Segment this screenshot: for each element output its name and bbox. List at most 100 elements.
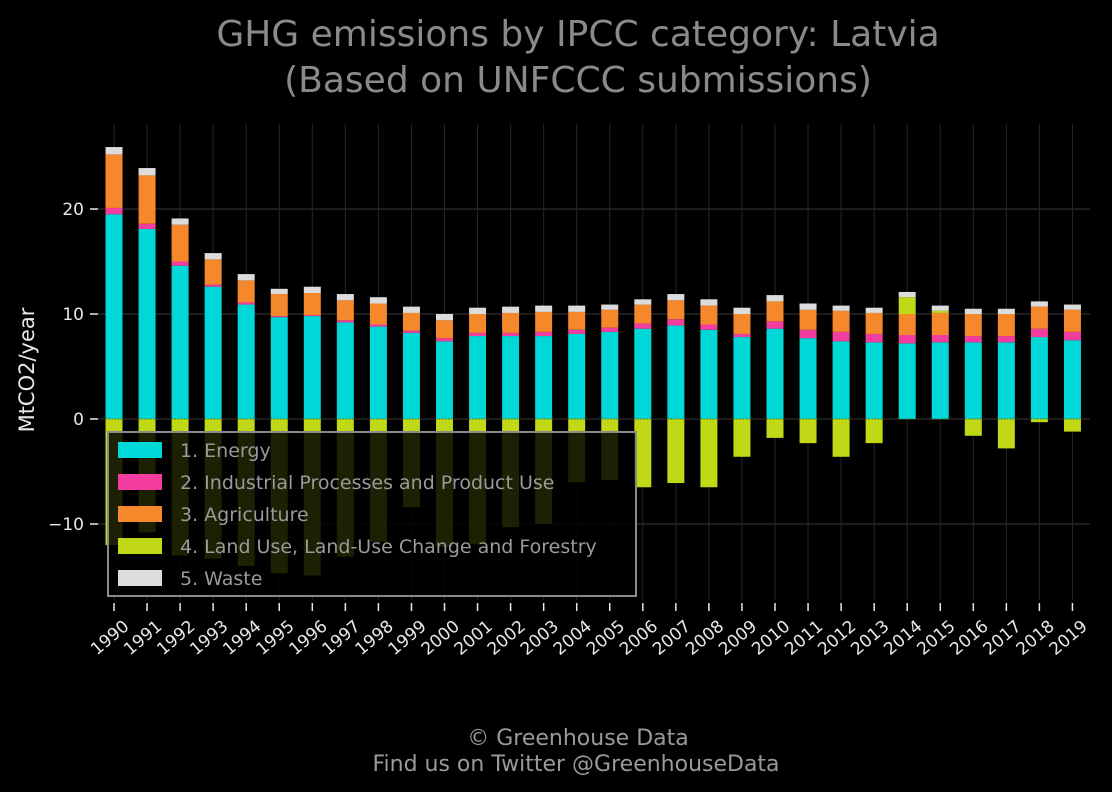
bar-segment [964, 336, 982, 343]
bar-segment [634, 419, 652, 488]
bar-segment [535, 331, 553, 337]
bar-segment [601, 304, 619, 310]
bar-segment [502, 312, 520, 333]
bar-segment [535, 336, 553, 419]
bar-segment [799, 303, 817, 310]
bar-segment [634, 299, 652, 305]
bar-segment [931, 305, 949, 311]
bar-segment [634, 304, 652, 324]
bar-segment [964, 308, 982, 314]
bar-segment [634, 323, 652, 329]
bar-segment [766, 419, 784, 438]
bar-segment [270, 317, 288, 419]
legend-label: 3. Agriculture [180, 504, 309, 526]
bar-segment [138, 228, 156, 419]
bar-segment [204, 286, 222, 419]
bar-segment [1063, 304, 1081, 310]
legend-swatch [118, 570, 162, 586]
y-tick-label: 10 [62, 305, 84, 325]
bar-segment [502, 306, 520, 313]
bar-segment [733, 314, 751, 334]
chart-title-line-2: (Based on UNFCCC submissions) [284, 60, 872, 101]
bar-segment [667, 325, 685, 419]
legend-label: 2. Industrial Processes and Product Use [180, 472, 554, 494]
bar-segment [1030, 337, 1048, 419]
y-axis: 20 10 0 −​10 [48, 200, 98, 535]
bar-segment [270, 288, 288, 295]
bar-segment [469, 336, 487, 419]
bar-segment [898, 297, 916, 314]
bar-segment [436, 314, 453, 321]
bar-segment [138, 175, 156, 224]
bar-segment [601, 327, 619, 332]
bar-segment [568, 305, 586, 312]
bar-segment [270, 316, 288, 318]
bar-segment [898, 314, 916, 335]
bar-segment [832, 331, 850, 342]
bar-segment [667, 419, 685, 484]
bar-segment [1030, 328, 1048, 338]
legend-box [107, 431, 637, 597]
bar-segment [469, 332, 487, 337]
bar-segment [369, 324, 387, 327]
bar-segment [336, 300, 354, 321]
bar-segment [931, 312, 949, 335]
y-tick-label: −​10 [48, 515, 84, 535]
bar-segment [700, 305, 718, 325]
bar-segment [270, 294, 288, 317]
credit-line-1: © Greenhouse Data [467, 726, 688, 751]
bar-segment [799, 329, 817, 339]
legend-label: 5. Waste [180, 568, 262, 590]
bar-segment [336, 320, 354, 323]
bar-segment [402, 330, 420, 333]
bar-segment [237, 302, 255, 305]
bar-segment [865, 333, 883, 343]
bar-segment [766, 328, 784, 419]
bar-segment [997, 419, 1015, 449]
bar-segment [502, 336, 520, 419]
bar-segment [568, 311, 586, 330]
bar-segment [865, 307, 883, 313]
bar-segment [997, 336, 1015, 343]
x-tick-label: 2019 [1046, 617, 1092, 660]
bar-segment [369, 303, 387, 325]
bar-segment [369, 326, 387, 419]
bar-segment [667, 294, 685, 301]
bar-segment [1030, 419, 1048, 423]
bar-segment [1063, 309, 1081, 332]
bar-segment [402, 332, 420, 419]
legend-swatch [118, 442, 162, 458]
bar-segment [832, 419, 850, 457]
bar-segment [964, 342, 982, 419]
bar-segment [204, 259, 222, 285]
y-tick-label: 0 [73, 410, 84, 430]
bar-segment [1030, 306, 1048, 329]
bar-segment [568, 333, 586, 419]
bar-segment [799, 419, 817, 444]
bar-segment [997, 342, 1015, 419]
bar-segment [436, 338, 453, 342]
bar-segment [700, 324, 718, 330]
bar-segment [601, 331, 619, 419]
bar-segment [832, 341, 850, 419]
legend-swatch [118, 474, 162, 490]
bar-segment [204, 253, 222, 260]
bar-segment [700, 419, 718, 488]
chart-title-line-1: GHG emissions by IPCC category: Latvia [216, 14, 939, 55]
bar-segment [171, 224, 189, 262]
bar-segment [535, 311, 553, 332]
bar-segment [336, 294, 354, 301]
bar-segment [138, 223, 156, 229]
bar-segment [171, 261, 189, 266]
bar-segment [964, 314, 982, 337]
bar-segment [799, 338, 817, 419]
bar-segment [1063, 419, 1081, 432]
bar-segment [171, 265, 189, 419]
bar-segment [700, 299, 718, 306]
bar-segment [436, 341, 453, 419]
bar-segment [402, 312, 420, 331]
bar-segment [303, 315, 321, 317]
bar-segment [964, 419, 982, 436]
y-tick-label: 20 [62, 200, 84, 220]
bar-segment [997, 314, 1015, 337]
